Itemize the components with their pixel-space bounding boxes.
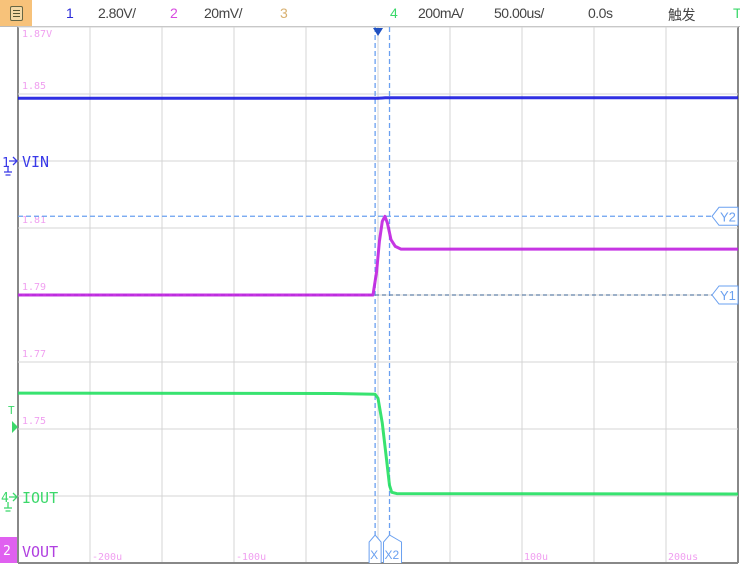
channel-markers: 1 VIN T 4 IOUT 2 VOUT — [0, 153, 58, 563]
ground-icon — [4, 156, 18, 176]
x-tick-label: 200us — [668, 552, 698, 563]
ch1-number[interactable]: 1 — [66, 5, 74, 21]
ch4-number[interactable]: 4 — [390, 5, 398, 21]
y-tick-label: 1.81 — [22, 215, 46, 226]
cursor_y2-label[interactable]: Y2 — [720, 209, 736, 224]
menu-icon — [10, 6, 23, 21]
trace-vin — [18, 96, 738, 100]
y-tick-label: 1.79 — [22, 282, 46, 293]
cursor_y2-handle — [711, 206, 739, 226]
x-tick-label: -200u — [92, 552, 122, 563]
x-tick-labels: -200u -100u 100u 200us — [92, 552, 698, 563]
ch4-scale[interactable]: 200mA/ — [418, 5, 464, 21]
cursor_x2-label[interactable]: X2 — [385, 548, 400, 562]
y-tick-label: 1.75 — [22, 416, 46, 427]
timebase[interactable]: 50.00us/ — [494, 5, 544, 21]
ch1-marker[interactable]: 1 — [2, 156, 10, 171]
status-bar: 1 2.80V/ 2 20mV/ 3 4 200mA/ 50.00us/ 0.0… — [0, 0, 740, 27]
iout-label: IOUT — [22, 489, 58, 507]
ch2-scale[interactable]: 20mV/ — [204, 5, 242, 21]
y-tick-label: 1.85 — [22, 81, 46, 92]
cursor_x1-label[interactable]: X — [370, 548, 378, 562]
ch2-marker-box[interactable] — [0, 537, 17, 563]
cursor_x2-handle — [383, 534, 403, 563]
ch4-marker[interactable]: 4 — [1, 491, 9, 506]
ch1-scale[interactable]: 2.80V/ — [98, 5, 136, 21]
traces — [17, 96, 739, 496]
menu-button[interactable] — [0, 0, 32, 26]
trigger-level-label: T — [8, 404, 15, 417]
y-tick-label: 1.77 — [22, 349, 46, 360]
trigger-level-arrow-icon[interactable] — [12, 421, 18, 433]
ch3-number[interactable]: 3 — [280, 5, 288, 21]
trace-vout — [18, 214, 738, 297]
delay[interactable]: 0.0s — [588, 5, 613, 21]
trigger-label[interactable]: 触发 — [668, 7, 696, 23]
x-tick-label: 100u — [524, 552, 548, 563]
y-tick-label: 1.87V — [22, 29, 52, 40]
trace-iout — [17, 391, 739, 496]
vin-label: VIN — [22, 153, 49, 171]
ch2-number[interactable]: 2 — [170, 5, 178, 21]
ground-icon — [4, 492, 18, 512]
y-tick-labels: 1.87V 1.85 1.81 1.79 1.77 1.75 — [22, 29, 52, 427]
x-tick-label: -100u — [236, 552, 266, 563]
ch2-marker[interactable]: 2 — [3, 544, 11, 559]
vout-label: VOUT — [22, 543, 58, 561]
trigger-position-icon[interactable] — [373, 28, 383, 36]
cursor_y1-label[interactable]: Y1 — [720, 288, 736, 303]
cursor_x1-handle — [368, 534, 382, 563]
cursor_y1-handle — [711, 285, 739, 305]
trigger-icon[interactable]: T — [733, 5, 740, 21]
